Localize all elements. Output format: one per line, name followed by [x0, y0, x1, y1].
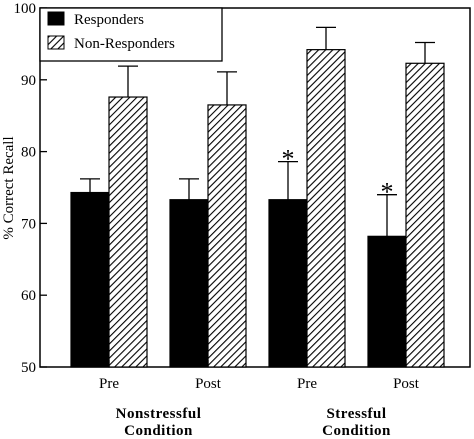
x-axis: Pre Post Pre PostNonstressfulConditionStres…: [99, 360, 420, 439]
y-tick-label-70: 70: [21, 216, 36, 232]
y-axis: 50 60 70 80 90 100: [14, 1, 47, 376]
y-tick-label-50: 50: [21, 360, 36, 376]
bars: [70, 26, 445, 368]
y-tick-label-90: 90: [21, 73, 36, 89]
x-tick-label-2: Pre: [297, 376, 317, 392]
significance-star-1: *: [381, 178, 394, 207]
group-label-0-line-0: Nonstressful: [116, 406, 202, 422]
plot-frame: [39, 7, 471, 368]
y-tick-label-100: 100: [14, 1, 37, 17]
bar-non-responders-3: [405, 62, 445, 368]
group-label-0-line-1: Condition: [124, 423, 193, 439]
x-tick-label-1: Post: [195, 376, 222, 392]
bar-non-responders-0: [108, 96, 148, 368]
x-tick-label-0: Pre: [99, 376, 119, 392]
bar-responders-1: [169, 199, 209, 368]
legend: Responders Non-Responders: [39, 7, 223, 62]
x-tick-label-3: Post: [393, 376, 420, 392]
legend-swatch-responders: [47, 11, 65, 26]
legend-label-responders: Responders: [74, 12, 144, 28]
significance-star-0: *: [282, 145, 295, 174]
bar-responders-2: [268, 199, 308, 368]
group-label-1-line-0: Stressful: [326, 406, 386, 422]
legend-box: [39, 7, 223, 62]
bar-non-responders-2: [306, 49, 346, 368]
legend-label-non-responders: Non-Responders: [74, 36, 175, 52]
bar-non-responders-1: [207, 104, 247, 368]
y-tick-label-80: 80: [21, 145, 36, 161]
annotations: **: [282, 145, 394, 207]
legend-swatch-non-responders: [47, 35, 65, 50]
bar-responders-3: [367, 235, 407, 368]
bar-responders-0: [70, 191, 110, 368]
y-tick-label-60: 60: [21, 288, 36, 304]
y-axis-label: % Correct Recall: [1, 136, 17, 239]
group-label-1-line-1: Condition: [322, 423, 391, 439]
